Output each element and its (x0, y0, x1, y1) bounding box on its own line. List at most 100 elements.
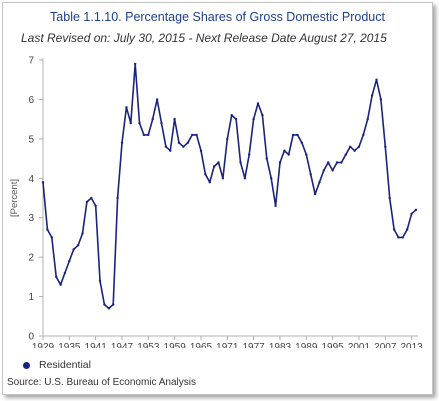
data-point (191, 133, 194, 137)
y-tick-label: 7 (28, 56, 34, 67)
data-point (41, 181, 45, 184)
data-point (252, 117, 255, 121)
data-point (55, 275, 58, 279)
data-point (94, 204, 97, 208)
x-tick-label: 1983 (269, 342, 292, 348)
data-point (248, 153, 251, 156)
x-tick-label: 2013 (400, 342, 423, 348)
data-point (59, 283, 62, 286)
data-point (309, 173, 312, 176)
data-point (221, 177, 225, 180)
data-point (173, 117, 176, 121)
data-point (261, 114, 264, 117)
y-tick-label: 4 (28, 174, 34, 185)
data-point (384, 145, 387, 148)
data-point (116, 196, 119, 200)
x-tick-label: 1941 (85, 342, 108, 348)
x-tick-label: 1959 (164, 342, 187, 348)
data-point (195, 133, 198, 137)
data-point (349, 145, 352, 148)
data-point (208, 181, 211, 184)
data-point (406, 228, 409, 231)
data-point (305, 153, 308, 156)
x-tick-label: 1929 (32, 342, 55, 348)
chart-title: Table 1.1.10. Percentage Shares of Gross… (50, 10, 385, 24)
data-point (392, 228, 396, 231)
data-point (375, 78, 378, 81)
data-point (291, 133, 295, 137)
data-point (98, 279, 102, 282)
data-point (125, 106, 128, 109)
data-point (226, 137, 229, 141)
line-chart: 0 1 2 3 4 5 6 7 1929 1935 1941 1947 1953 1959 1965 1971… (9, 56, 423, 349)
data-point (85, 200, 89, 204)
data-point (296, 133, 299, 137)
x-tick-label: 2007 (374, 342, 397, 348)
x-tick-label: 1953 (137, 342, 160, 348)
data-point (90, 196, 93, 200)
data-point (300, 141, 304, 144)
data-point (327, 161, 330, 164)
data-point (147, 133, 150, 137)
data-point (234, 117, 238, 121)
data-point (164, 145, 168, 148)
data-point (239, 161, 242, 164)
data-point (151, 117, 154, 121)
data-point (318, 181, 321, 184)
chart-subtitle: Last Revised on: July 30, 2015 - Next Re… (21, 31, 387, 45)
series-line-residential (42, 63, 417, 310)
data-point (204, 173, 207, 176)
data-point (230, 114, 233, 117)
y-tick-label: 0 (28, 332, 34, 343)
y-tick-label: 3 (28, 213, 34, 224)
data-point (283, 149, 286, 152)
data-point (169, 149, 172, 152)
x-tick-label: 1971 (216, 342, 239, 348)
data-point (353, 149, 356, 152)
data-point (256, 102, 260, 105)
data-point (50, 236, 53, 239)
data-point (217, 161, 220, 164)
data-point (344, 153, 347, 156)
data-point (160, 121, 163, 125)
data-point (103, 303, 106, 306)
data-point (155, 98, 159, 101)
data-point (243, 177, 247, 180)
x-tick-label: 1965 (190, 342, 213, 348)
data-point (142, 133, 146, 137)
data-point (397, 236, 400, 239)
x-tick-label: 1977 (243, 342, 266, 348)
data-point (278, 161, 282, 164)
y-tick-label: 6 (28, 95, 34, 106)
x-tick-label: 1947 (111, 342, 134, 348)
data-point (177, 141, 181, 144)
y-axis-title: [Percent] (9, 179, 20, 217)
legend-marker (23, 361, 30, 369)
data-point (186, 141, 189, 144)
data-point (331, 169, 334, 172)
data-point (138, 121, 141, 125)
y-tick-label: 5 (28, 134, 34, 145)
data-point (274, 204, 277, 208)
legend[interactable]: Residential (23, 359, 91, 371)
data-point (357, 145, 361, 148)
data-point (270, 177, 273, 180)
data-point (81, 232, 84, 235)
data-point (388, 196, 391, 200)
data-point (68, 259, 71, 263)
data-point (212, 165, 216, 168)
data-point (46, 228, 49, 231)
data-point (313, 192, 317, 196)
data-point (107, 307, 111, 310)
data-point (199, 149, 203, 152)
data-point (112, 303, 115, 306)
data-point (72, 248, 75, 251)
data-point (335, 161, 339, 164)
data-point (414, 208, 418, 211)
data-point (410, 212, 413, 215)
data-point (120, 141, 124, 144)
data-point (379, 98, 383, 101)
chart-panel: Table 1.1.10. Percentage Shares of Gross… (2, 2, 433, 395)
data-point (370, 94, 374, 97)
x-tick-label: 1935 (58, 342, 81, 348)
